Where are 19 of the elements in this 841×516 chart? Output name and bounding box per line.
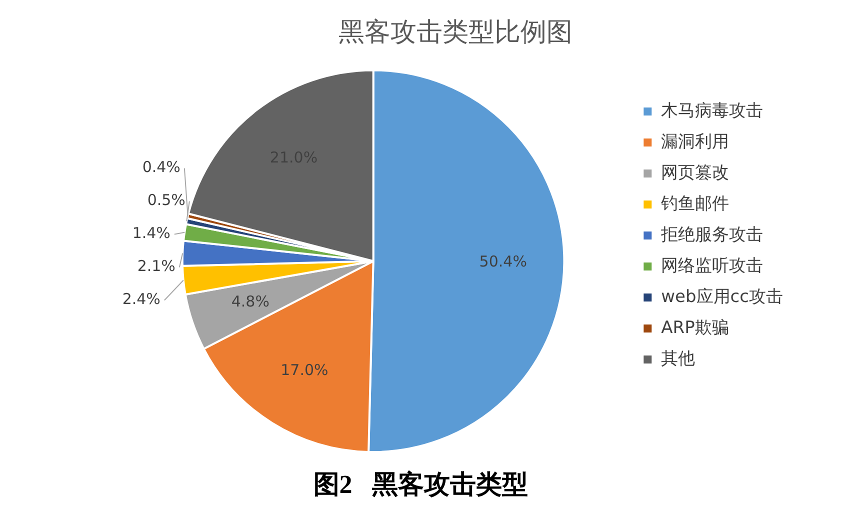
data-label: 1.4% — [132, 224, 170, 242]
data-label: 2.4% — [122, 290, 160, 308]
data-label: 0.5% — [147, 191, 186, 210]
caption: 图2 黑客攻击类型 — [312, 469, 529, 501]
legend-label: 拒绝服务攻击 — [660, 224, 764, 245]
legend-label: 网页篡改 — [661, 162, 730, 183]
legend-label: 漏洞利用 — [661, 132, 730, 152]
data-label: 17.0% — [280, 361, 328, 380]
data-label: 2.1% — [137, 257, 176, 276]
legend-label: web应用cc攻击 — [661, 286, 784, 307]
legend-label: 网络监听攻击 — [661, 256, 764, 276]
data-label: 4.8% — [231, 292, 270, 311]
legend-label: ARP欺骗 — [661, 318, 729, 338]
chart-title: 黑客攻击类型比例图 — [338, 17, 572, 48]
data-label: 50.4% — [479, 252, 527, 271]
legend-label: 钓鱼邮件 — [660, 194, 730, 214]
legend-label: 木马病毒攻击 — [661, 100, 764, 121]
data-label: 0.4% — [142, 158, 180, 176]
legend-label: 其他 — [661, 348, 696, 369]
